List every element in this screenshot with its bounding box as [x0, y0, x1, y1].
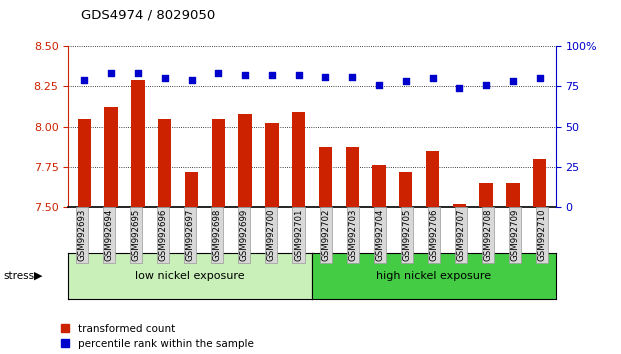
Point	[106, 70, 116, 76]
Bar	[319, 148, 332, 207]
Point	[535, 75, 545, 81]
Bar	[158, 119, 171, 207]
Bar	[345, 148, 359, 207]
Text: GSM992708: GSM992708	[484, 209, 492, 261]
Point	[374, 82, 384, 87]
Text: GSM992709: GSM992709	[510, 209, 520, 261]
Text: ▶: ▶	[34, 271, 43, 281]
Bar	[373, 165, 386, 207]
Text: GSM992703: GSM992703	[348, 209, 357, 261]
Text: GSM992693: GSM992693	[78, 209, 86, 261]
Point	[294, 72, 304, 78]
Bar	[426, 151, 439, 207]
Point	[455, 85, 465, 91]
Text: GDS4974 / 8029050: GDS4974 / 8029050	[81, 9, 215, 22]
Text: GSM992696: GSM992696	[158, 209, 168, 261]
Text: GSM992699: GSM992699	[240, 209, 249, 261]
Bar	[453, 204, 466, 207]
Text: GSM992704: GSM992704	[375, 209, 384, 261]
Text: GSM992702: GSM992702	[321, 209, 330, 261]
Point	[347, 74, 357, 79]
Text: GSM992700: GSM992700	[267, 209, 276, 261]
Text: high nickel exposure: high nickel exposure	[376, 271, 491, 281]
Point	[214, 70, 224, 76]
Text: GSM992694: GSM992694	[104, 209, 114, 261]
Text: GSM992701: GSM992701	[294, 209, 303, 261]
Point	[186, 77, 196, 83]
Text: GSM992707: GSM992707	[456, 209, 466, 261]
Bar	[399, 172, 412, 207]
Text: GSM992697: GSM992697	[186, 209, 194, 261]
Bar	[212, 119, 225, 207]
Point	[133, 70, 143, 76]
Point	[79, 77, 89, 83]
Point	[401, 79, 410, 84]
Legend: transformed count, percentile rank within the sample: transformed count, percentile rank withi…	[61, 324, 253, 349]
Point	[481, 82, 491, 87]
Text: GSM992695: GSM992695	[132, 209, 140, 261]
Bar	[104, 107, 118, 207]
Bar	[533, 159, 546, 207]
Text: GSM992706: GSM992706	[430, 209, 438, 261]
Bar	[506, 183, 520, 207]
Point	[240, 72, 250, 78]
Bar	[185, 172, 198, 207]
Point	[508, 79, 518, 84]
Text: low nickel exposure: low nickel exposure	[135, 271, 245, 281]
Bar	[78, 119, 91, 207]
Point	[267, 72, 277, 78]
Bar	[238, 114, 252, 207]
Bar	[479, 183, 493, 207]
Text: GSM992705: GSM992705	[402, 209, 411, 261]
Point	[160, 75, 170, 81]
Text: GSM992698: GSM992698	[213, 209, 222, 261]
Text: GSM992710: GSM992710	[538, 209, 546, 261]
Bar	[131, 80, 145, 207]
Point	[320, 74, 330, 79]
Bar	[292, 112, 306, 207]
Bar	[265, 123, 279, 207]
Point	[428, 75, 438, 81]
Text: stress: stress	[3, 271, 34, 281]
